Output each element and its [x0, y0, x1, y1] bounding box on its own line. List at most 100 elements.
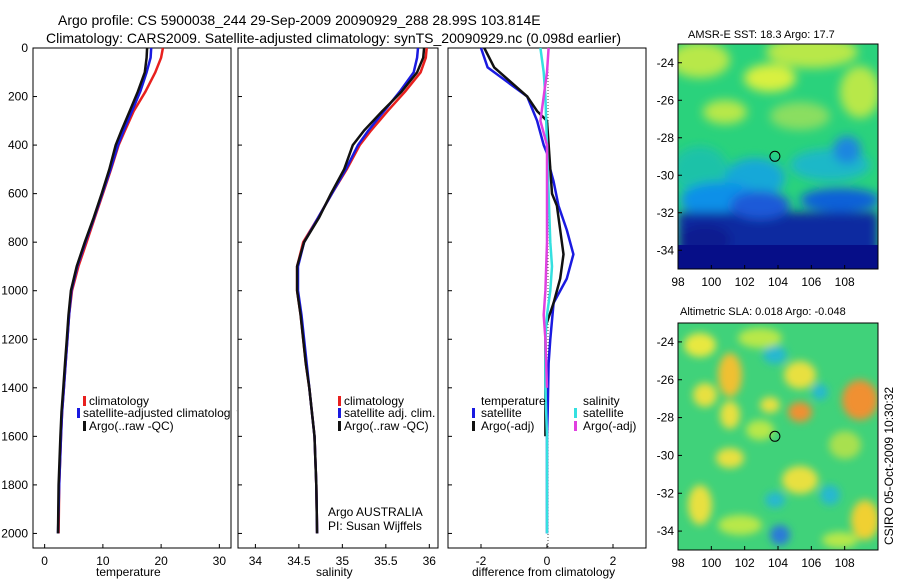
lat-tick-label: -28	[657, 411, 675, 425]
x-tick-label: 35.5	[374, 554, 398, 568]
lat-tick-label: -28	[657, 131, 675, 145]
lat-tick-label: -26	[657, 373, 675, 387]
lat-tick-label: -26	[657, 93, 675, 107]
sst-map-panel: AMSR-E SST: 18.3 Argo: 17.7	[657, 29, 879, 289]
difference-xlabel: difference from climatology	[472, 565, 615, 579]
legend-label-argo: Argo(..raw -QC)	[89, 419, 174, 433]
sst-map-lon-ticks: 98 100 102 104 106 108	[671, 265, 855, 289]
y-tick-label: 2000	[1, 526, 28, 540]
legend-label-satellite: satellite-adjusted climatology	[83, 406, 236, 420]
legend-label-climatology: climatology	[344, 394, 404, 408]
temperature-legend: climatology satellite-adjusted climatolo…	[77, 394, 236, 433]
lon-tick-label: 108	[835, 556, 855, 570]
lat-tick-label: -32	[657, 206, 675, 220]
legend-swatch-temp-satellite	[472, 408, 475, 418]
temperature-xlabel: temperature	[96, 565, 161, 579]
float-owner-note: Argo AUSTRALIA	[328, 505, 423, 519]
y-tick-label: 1600	[1, 429, 28, 443]
lat-tick-label: -24	[657, 335, 675, 349]
legend-label-sal-satellite: satellite	[583, 406, 624, 420]
legend-label-temp-satellite: satellite	[481, 406, 522, 420]
y-tick-label: 0	[21, 41, 28, 55]
salinity-lines	[295, 47, 428, 534]
x-tick-label: 35	[336, 554, 350, 568]
y-tick-label: 600	[8, 187, 28, 201]
x-tick-label: -2	[476, 554, 487, 568]
y-tick-label: 800	[8, 235, 28, 249]
sst-argo-location-marker	[769, 150, 781, 162]
lon-tick-label: 102	[735, 556, 755, 570]
y-tick-label: 1800	[1, 478, 28, 492]
lon-tick-label: 104	[768, 275, 788, 289]
salinity-xlabel: salinity	[316, 565, 353, 579]
legend-swatch-climatology	[338, 396, 341, 406]
lat-tick-label: -30	[657, 168, 675, 182]
x-tick-label: 20	[154, 554, 168, 568]
y-tick-label: 1000	[1, 284, 28, 298]
temperature-panel: 0 200 400 600 800 1000 1200 1400 1600 1800 2000 0 1…	[1, 41, 236, 579]
y-tick-label: 400	[8, 138, 28, 152]
lon-tick-label: 102	[735, 275, 755, 289]
legend-swatch-argo	[83, 421, 86, 431]
lat-tick-label: -34	[657, 243, 675, 257]
lon-tick-label: 100	[701, 275, 721, 289]
salinity-axes-box	[237, 47, 439, 549]
lon-tick-label: 108	[835, 275, 855, 289]
legend-swatch-climatology	[83, 396, 86, 406]
lon-tick-label: 98	[671, 275, 685, 289]
salinity-y-ticks	[238, 47, 242, 534]
series-line-argo-raw-qc	[56, 47, 149, 534]
x-tick-label: 30	[213, 554, 227, 568]
lat-tick-label: -34	[657, 524, 675, 538]
difference-y-ticks	[448, 47, 452, 534]
legend-swatch-sal-argo	[574, 421, 577, 431]
sla-map-panel: Altimetric SLA: 0.018 Argo: -0.048	[657, 306, 879, 570]
legend-label-sal-argo: Argo(-adj)	[583, 419, 636, 433]
y-tick-label: 1200	[1, 332, 28, 346]
legend-header-salinity: salinity	[583, 394, 620, 408]
figure-title-line1: Argo profile: CS 5900038_244 29-Sep-2009…	[58, 12, 541, 28]
difference-x-ticks: -2 0 2	[476, 544, 617, 568]
temperature-x-ticks: 0 10 20 30	[41, 544, 226, 568]
side-timestamp-label: CSIRO 05-Oct-2009 10:30:32	[882, 387, 896, 545]
temperature-y-ticks: 0 200 400 600 800 1000 1200 1400 1600 1800 2000	[1, 41, 37, 540]
legend-label-satellite: satellite adj. clim.	[344, 406, 435, 420]
lon-tick-label: 106	[801, 275, 821, 289]
legend-swatch-sal-satellite	[574, 408, 577, 418]
y-tick-label: 1400	[1, 381, 28, 395]
lon-tick-label: 104	[768, 556, 788, 570]
salinity-panel: 34 34.5 35 35.5 36 salinity climatology sate…	[237, 47, 439, 579]
lon-tick-label: 100	[701, 556, 721, 570]
x-tick-label: 0	[544, 554, 551, 568]
x-tick-label: 10	[96, 554, 110, 568]
x-tick-label: 34	[249, 554, 263, 568]
lat-tick-label: -32	[657, 486, 675, 500]
float-pi-note: PI: Susan Wijffels	[328, 519, 422, 533]
x-tick-label: 34.5	[287, 554, 311, 568]
temperature-legend-clip	[231, 400, 236, 420]
sla-map-lat-ticks: -24 -26 -28 -30 -32 -34	[657, 335, 682, 538]
legend-header-temperature: temperature	[481, 394, 546, 408]
difference-panel: -2 0 2 difference from climatology tempera…	[447, 47, 647, 579]
legend-label-argo: Argo(..raw -QC)	[344, 419, 429, 433]
series-line-salinity-argo-adj	[539, 47, 550, 388]
legend-swatch-satellite	[338, 408, 341, 418]
difference-legend: temperature salinity satellite Argo(-adj…	[472, 394, 636, 433]
y-tick-label: 200	[8, 90, 28, 104]
lat-tick-label: -30	[657, 448, 675, 462]
sla-argo-location-marker	[769, 430, 781, 442]
lat-tick-label: -24	[657, 56, 675, 70]
legend-label-temp-argo: Argo(-adj)	[481, 419, 534, 433]
temperature-lines	[56, 47, 165, 534]
sla-map-title: Altimetric SLA: 0.018 Argo: -0.048	[680, 306, 846, 318]
sst-map-field	[678, 44, 878, 269]
series-line-salinity-satellite	[539, 47, 554, 534]
salinity-x-ticks: 34 34.5 35 35.5 36	[249, 544, 436, 568]
lon-tick-label: 106	[801, 556, 821, 570]
legend-label-climatology: climatology	[89, 394, 149, 408]
difference-lines	[479, 47, 575, 534]
legend-swatch-temp-argo	[472, 421, 475, 431]
sst-map-title: AMSR-E SST: 18.3 Argo: 17.7	[688, 29, 835, 41]
legend-swatch-satellite	[77, 408, 80, 418]
